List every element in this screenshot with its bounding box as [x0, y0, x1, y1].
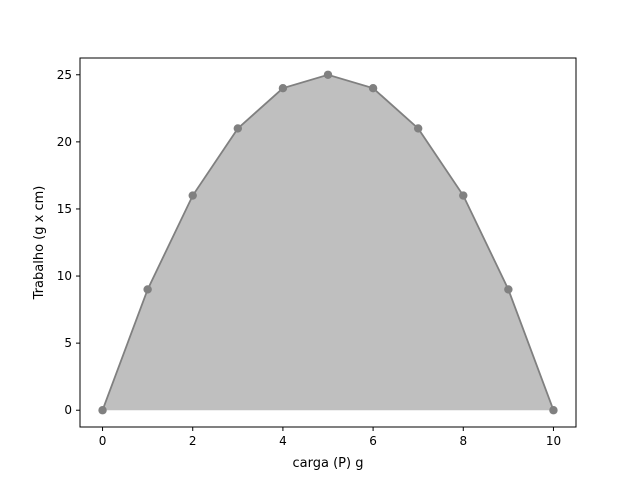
x-tick-label: 10 [546, 434, 561, 448]
data-point [233, 124, 243, 133]
x-tick-label: 8 [459, 434, 467, 448]
y-tick-label: 25 [57, 68, 72, 82]
x-axis-ticks: 0 2 4 6 8 10 [99, 427, 561, 448]
x-tick-label: 4 [279, 434, 287, 448]
data-point [188, 191, 197, 200]
x-tick-label: 6 [369, 434, 377, 448]
y-axis-ticks: 0 5 10 15 20 25 [57, 68, 80, 417]
y-axis-label: Trabalho (g x cm) [32, 186, 47, 301]
data-point [143, 285, 152, 294]
plot-area [98, 70, 558, 415]
area-fill [102, 74, 554, 411]
axes-frame [79, 57, 577, 428]
y-tick-label: 15 [57, 202, 72, 216]
x-tick-label: 0 [99, 434, 107, 448]
y-tick-label: 20 [57, 135, 72, 149]
x-axis-label: carga (P) g [293, 456, 364, 471]
y-tick-label: 0 [64, 403, 72, 417]
data-point [323, 70, 333, 79]
data-point [98, 406, 107, 415]
data-point [459, 191, 468, 200]
y-tick-label: 10 [57, 269, 72, 283]
data-point [413, 124, 423, 133]
data-point [549, 406, 558, 415]
data-point [278, 83, 288, 93]
x-tick-label: 2 [189, 434, 197, 448]
data-point [368, 83, 378, 93]
y-tick-label: 5 [64, 336, 72, 350]
data-point [504, 285, 513, 294]
